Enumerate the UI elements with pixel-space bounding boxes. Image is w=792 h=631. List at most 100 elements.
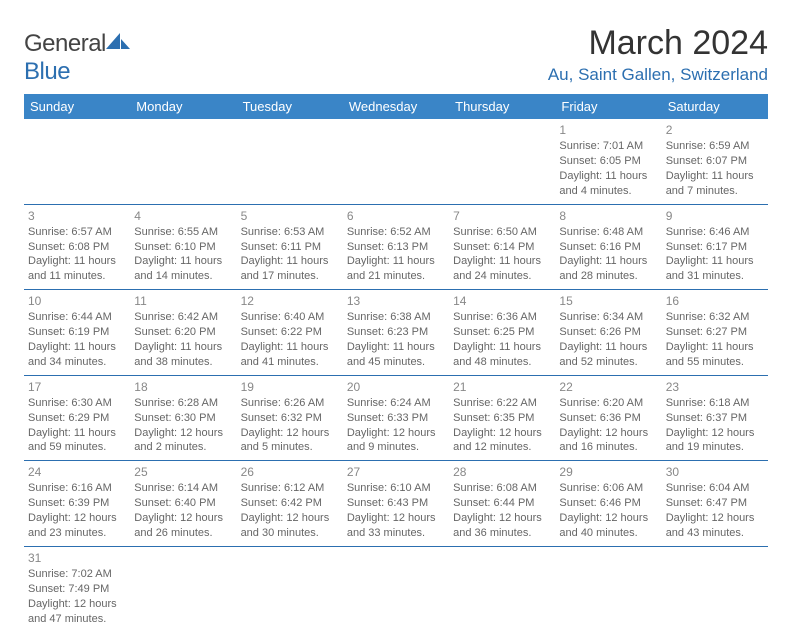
daylight-text: Daylight: 11 hours <box>28 340 126 355</box>
day-number: 21 <box>453 379 551 395</box>
day-number: 17 <box>28 379 126 395</box>
daylight-text: and 24 minutes. <box>453 269 551 284</box>
sunrise-text: Sunrise: 6:30 AM <box>28 396 126 411</box>
day-number: 9 <box>666 208 764 224</box>
daylight-text: and 31 minutes. <box>666 269 764 284</box>
daylight-text: Daylight: 12 hours <box>28 597 126 612</box>
sunrise-text: Sunrise: 6:10 AM <box>347 481 445 496</box>
daylight-text: Daylight: 12 hours <box>666 511 764 526</box>
calendar-empty-cell <box>237 546 343 631</box>
daylight-text: and 45 minutes. <box>347 355 445 370</box>
sunset-text: Sunset: 6:40 PM <box>134 496 232 511</box>
daylight-text: Daylight: 11 hours <box>559 169 657 184</box>
calendar-day-cell: 26Sunrise: 6:12 AMSunset: 6:42 PMDayligh… <box>237 461 343 547</box>
sail-icon <box>106 33 132 51</box>
sunrise-text: Sunrise: 6:48 AM <box>559 225 657 240</box>
daylight-text: Daylight: 11 hours <box>666 254 764 269</box>
sunrise-text: Sunrise: 6:04 AM <box>666 481 764 496</box>
daylight-text: and 16 minutes. <box>559 440 657 455</box>
daylight-text: and 52 minutes. <box>559 355 657 370</box>
sunset-text: Sunset: 7:49 PM <box>28 582 126 597</box>
day-number: 1 <box>559 122 657 138</box>
daylight-text: and 2 minutes. <box>134 440 232 455</box>
sunset-text: Sunset: 6:22 PM <box>241 325 339 340</box>
day-number: 30 <box>666 464 764 480</box>
sunrise-text: Sunrise: 6:38 AM <box>347 310 445 325</box>
daylight-text: Daylight: 12 hours <box>28 511 126 526</box>
calendar-day-cell: 28Sunrise: 6:08 AMSunset: 6:44 PMDayligh… <box>449 461 555 547</box>
calendar-day-cell: 8Sunrise: 6:48 AMSunset: 6:16 PMDaylight… <box>555 204 661 290</box>
title-block: March 2024 Au, Saint Gallen, Switzerland <box>548 24 768 85</box>
daylight-text: and 36 minutes. <box>453 526 551 541</box>
weekday-header: Tuesday <box>237 94 343 119</box>
daylight-text: and 48 minutes. <box>453 355 551 370</box>
daylight-text: Daylight: 12 hours <box>134 426 232 441</box>
sunrise-text: Sunrise: 6:28 AM <box>134 396 232 411</box>
sunrise-text: Sunrise: 6:59 AM <box>666 139 764 154</box>
daylight-text: and 33 minutes. <box>347 526 445 541</box>
calendar-week-row: 10Sunrise: 6:44 AMSunset: 6:19 PMDayligh… <box>24 290 768 376</box>
day-number: 25 <box>134 464 232 480</box>
calendar-day-cell: 27Sunrise: 6:10 AMSunset: 6:43 PMDayligh… <box>343 461 449 547</box>
sunrise-text: Sunrise: 6:16 AM <box>28 481 126 496</box>
day-number: 10 <box>28 293 126 309</box>
calendar-day-cell: 24Sunrise: 6:16 AMSunset: 6:39 PMDayligh… <box>24 461 130 547</box>
sunset-text: Sunset: 6:23 PM <box>347 325 445 340</box>
day-number: 11 <box>134 293 232 309</box>
sunset-text: Sunset: 6:26 PM <box>559 325 657 340</box>
daylight-text: Daylight: 11 hours <box>241 340 339 355</box>
calendar-empty-cell <box>449 546 555 631</box>
sunset-text: Sunset: 6:05 PM <box>559 154 657 169</box>
daylight-text: Daylight: 12 hours <box>241 511 339 526</box>
sunrise-text: Sunrise: 6:36 AM <box>453 310 551 325</box>
daylight-text: and 7 minutes. <box>666 184 764 199</box>
sunset-text: Sunset: 6:27 PM <box>666 325 764 340</box>
calendar-day-cell: 9Sunrise: 6:46 AMSunset: 6:17 PMDaylight… <box>662 204 768 290</box>
calendar-day-cell: 1Sunrise: 7:01 AMSunset: 6:05 PMDaylight… <box>555 119 661 204</box>
sunrise-text: Sunrise: 6:46 AM <box>666 225 764 240</box>
calendar-day-cell: 10Sunrise: 6:44 AMSunset: 6:19 PMDayligh… <box>24 290 130 376</box>
calendar-day-cell: 4Sunrise: 6:55 AMSunset: 6:10 PMDaylight… <box>130 204 236 290</box>
calendar-empty-cell <box>343 546 449 631</box>
sunrise-text: Sunrise: 6:44 AM <box>28 310 126 325</box>
daylight-text: Daylight: 11 hours <box>28 254 126 269</box>
sunrise-text: Sunrise: 6:12 AM <box>241 481 339 496</box>
day-number: 8 <box>559 208 657 224</box>
daylight-text: Daylight: 12 hours <box>453 426 551 441</box>
day-number: 14 <box>453 293 551 309</box>
sunrise-text: Sunrise: 6:55 AM <box>134 225 232 240</box>
sunrise-text: Sunrise: 6:24 AM <box>347 396 445 411</box>
sunset-text: Sunset: 6:16 PM <box>559 240 657 255</box>
day-number: 7 <box>453 208 551 224</box>
day-number: 28 <box>453 464 551 480</box>
weekday-header: Wednesday <box>343 94 449 119</box>
sunset-text: Sunset: 6:33 PM <box>347 411 445 426</box>
calendar-empty-cell <box>555 546 661 631</box>
calendar-empty-cell <box>237 119 343 204</box>
daylight-text: and 5 minutes. <box>241 440 339 455</box>
calendar-day-cell: 30Sunrise: 6:04 AMSunset: 6:47 PMDayligh… <box>662 461 768 547</box>
calendar-day-cell: 7Sunrise: 6:50 AMSunset: 6:14 PMDaylight… <box>449 204 555 290</box>
calendar-day-cell: 22Sunrise: 6:20 AMSunset: 6:36 PMDayligh… <box>555 375 661 461</box>
daylight-text: and 14 minutes. <box>134 269 232 284</box>
daylight-text: and 9 minutes. <box>347 440 445 455</box>
sunrise-text: Sunrise: 6:06 AM <box>559 481 657 496</box>
daylight-text: Daylight: 12 hours <box>241 426 339 441</box>
day-number: 31 <box>28 550 126 566</box>
calendar-week-row: 24Sunrise: 6:16 AMSunset: 6:39 PMDayligh… <box>24 461 768 547</box>
sunrise-text: Sunrise: 6:20 AM <box>559 396 657 411</box>
daylight-text: and 19 minutes. <box>666 440 764 455</box>
daylight-text: Daylight: 11 hours <box>347 254 445 269</box>
calendar-day-cell: 29Sunrise: 6:06 AMSunset: 6:46 PMDayligh… <box>555 461 661 547</box>
logo-text: GeneralBlue <box>24 30 132 86</box>
logo-text-a: General <box>24 30 106 57</box>
daylight-text: Daylight: 11 hours <box>666 340 764 355</box>
location: Au, Saint Gallen, Switzerland <box>548 65 768 85</box>
day-number: 24 <box>28 464 126 480</box>
daylight-text: and 59 minutes. <box>28 440 126 455</box>
calendar-empty-cell <box>449 119 555 204</box>
calendar-day-cell: 15Sunrise: 6:34 AMSunset: 6:26 PMDayligh… <box>555 290 661 376</box>
daylight-text: and 34 minutes. <box>28 355 126 370</box>
daylight-text: Daylight: 11 hours <box>347 340 445 355</box>
sunrise-text: Sunrise: 7:02 AM <box>28 567 126 582</box>
